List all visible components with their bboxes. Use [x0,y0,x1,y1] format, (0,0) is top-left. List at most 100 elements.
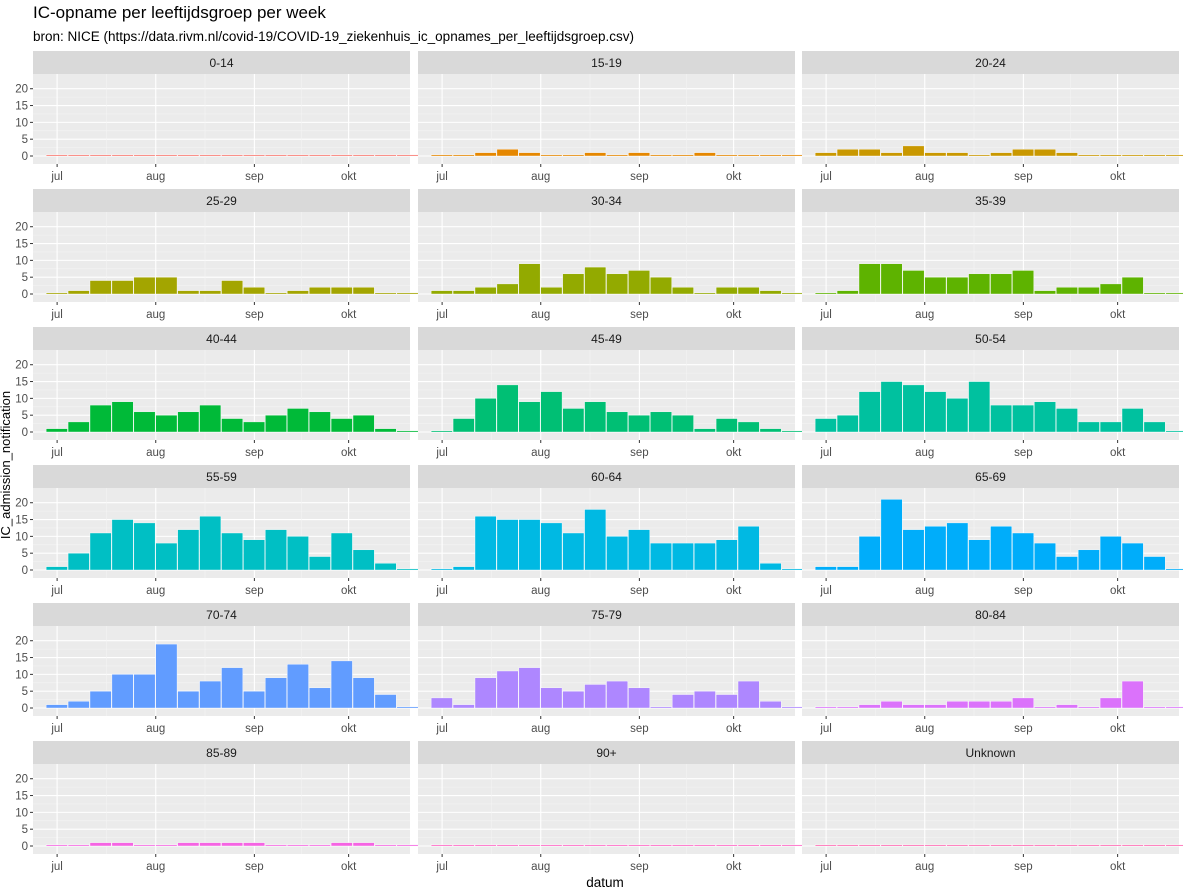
x-tick-label: okt [726,723,742,735]
bar [1077,287,1100,295]
bar [693,542,716,571]
bar [562,844,585,847]
bar [177,411,200,433]
bar [737,154,760,157]
bar [836,290,859,295]
bar [672,694,694,709]
bar [133,844,156,847]
bar [352,154,375,157]
bar [111,842,134,847]
bar [133,411,156,433]
bar [45,704,68,709]
bar [352,549,375,571]
x-tick-label: okt [1110,309,1126,321]
x-tick-label: aug [146,723,165,735]
bar [243,539,265,571]
bar [430,568,453,571]
facet-strip [418,465,795,488]
x-tick-label: sep [630,309,649,321]
x-tick-label: sep [1014,861,1033,873]
bar [902,145,925,157]
bar [287,408,309,433]
bar [308,411,331,433]
facet-label: 50-54 [975,332,1006,346]
bar [584,844,607,847]
bar [628,844,650,847]
x-tick-label: okt [726,171,742,183]
bar [243,287,265,295]
bar [880,701,903,709]
x-tick-label: okt [1110,447,1126,459]
bar [1165,568,1183,571]
bar [133,154,156,157]
x-tick-label: okt [341,861,357,873]
bar [759,701,782,709]
facet-label: 65-69 [975,470,1006,484]
bar [1099,154,1122,157]
bar [693,690,716,709]
bar [781,154,804,157]
y-tick-label: 10 [15,807,28,819]
bar [1121,680,1144,709]
bar [1034,149,1056,157]
facet-label: 15-19 [591,56,622,70]
bar [924,391,947,433]
y-tick-label: 10 [15,669,28,681]
x-tick-label: okt [726,585,742,597]
bar [89,842,112,847]
y-tick-label: 5 [22,686,28,698]
bar [650,706,672,709]
bar [946,522,969,571]
x-tick-label: okt [341,171,357,183]
bar [814,844,837,847]
bar [221,667,244,709]
bar [330,660,353,709]
bar [1012,270,1034,295]
bar [1143,421,1166,433]
bar [990,273,1013,295]
bar [243,421,265,433]
chart-subtitle: bron: NICE (https://data.rivm.nl/covid-1… [33,29,635,44]
bar [540,154,563,157]
bar [584,152,607,157]
y-tick-label: 0 [22,565,28,577]
bar [89,280,112,295]
bar [924,276,947,295]
bar [540,391,563,433]
bar [814,418,837,433]
bar [89,404,112,433]
bar [396,154,419,157]
bar [177,290,200,295]
bar [518,401,541,433]
bar [759,428,782,433]
y-tick-label: 15 [15,653,28,665]
bar [374,292,397,295]
bar [474,152,497,157]
bar [924,844,947,847]
bar [814,292,837,295]
bar [496,283,519,295]
facet-label: 20-24 [975,56,1006,70]
bar [177,529,200,571]
y-tick-label: 20 [15,498,28,510]
bar [111,401,134,433]
bar [1099,844,1122,847]
bar [858,149,881,157]
bar [89,532,112,571]
bar [111,154,134,157]
x-tick-label: sep [245,723,264,735]
bar [452,844,475,847]
bar [946,701,969,709]
bar [650,154,672,157]
bar [1012,532,1034,571]
bar [221,532,244,571]
bar [715,844,738,847]
bar [308,556,331,571]
bar [1012,697,1034,709]
x-tick-label: okt [1110,861,1126,873]
bar [1077,549,1100,571]
x-tick-label: aug [915,861,934,873]
x-tick-label: jul [819,309,832,321]
facet-label: 40-44 [206,332,237,346]
